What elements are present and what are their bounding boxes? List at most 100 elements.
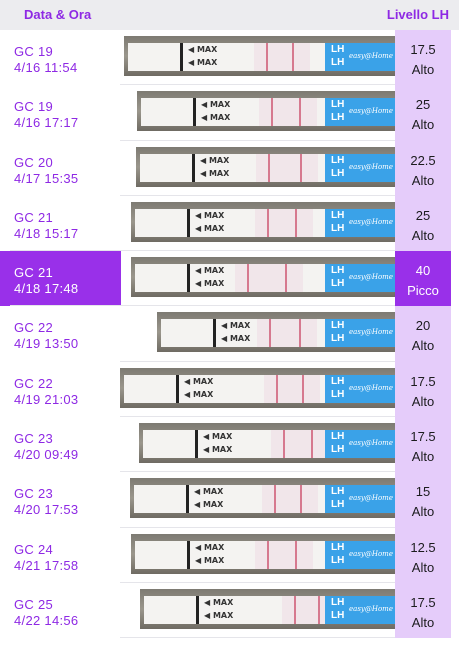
table-row[interactable]: GC 19 4/16 11:54 ◀ MAX ◀ MAX LH easy@Hom… [0, 30, 459, 86]
lh-level-cell[interactable]: 17.5 Alto [395, 361, 451, 418]
brand-logo: easy@Home [349, 494, 393, 503]
brand-logo: easy@Home [349, 217, 393, 226]
test-strip-photo[interactable]: ◀ MAX ◀ MAX LH easy@Home LH [131, 533, 395, 574]
control-line [295, 208, 297, 237]
control-line [292, 43, 294, 71]
lh-print: LH [331, 278, 345, 290]
row-divider [120, 416, 395, 418]
lh-value: 17.5 [410, 429, 436, 445]
lh-level-cell[interactable]: 22.5 Alto [395, 140, 451, 196]
date-cell[interactable]: GC 19 4/16 17:17 [0, 85, 121, 140]
date-cell[interactable]: GC 20 4/17 15:35 [0, 141, 121, 196]
table-row[interactable]: GC 19 4/16 17:17 ◀ MAX ◀ MAX LH easy@Hom… [0, 85, 459, 141]
max-arrow-label: ◀ MAX [195, 266, 225, 276]
brand-logo: easy@Home [349, 549, 393, 558]
table-row[interactable]: GC 25 4/22 14:56 ◀ MAX ◀ MAX LH easy@Hom… [0, 582, 459, 639]
lh-value: 22.5 [410, 152, 436, 168]
strip-handle-mark [192, 153, 195, 182]
test-strip-photo[interactable]: ◀ MAX ◀ MAX LH easy@Home LH [140, 588, 395, 629]
lh-print: LH [331, 209, 345, 221]
date-cell[interactable]: GC 24 4/21 17:58 [0, 528, 121, 583]
test-strip-photo[interactable]: ◀ MAX ◀ MAX LH easy@Home LH [124, 36, 395, 76]
date-cell[interactable]: GC 19 4/16 11:54 [0, 30, 121, 85]
datetime-label: 4/16 11:54 [14, 60, 78, 75]
cycle-day-label: GC 19 [14, 99, 54, 115]
test-line [269, 319, 271, 348]
test-strip-photo[interactable]: ◀ MAX ◀ MAX LH easy@Home LH [131, 201, 395, 242]
date-time-column-header[interactable]: Data & Ora [24, 7, 92, 22]
test-strip-photo[interactable]: ◀ MAX ◀ MAX LH easy@Home LH [130, 478, 395, 519]
datetime-label: 4/21 17:58 [14, 557, 79, 573]
lh-status: Alto [411, 338, 435, 354]
max-arrow-label: ◀ MAX [195, 210, 225, 220]
table-row[interactable]: GC 22 4/19 21:03 ◀ MAX ◀ MAX LH easy@Hom… [0, 361, 459, 418]
lh-level-cell[interactable]: 25 Alto [395, 85, 451, 141]
lh-print: LH [331, 154, 345, 166]
lh-level-cell[interactable]: 17.5 Alto [395, 582, 451, 639]
control-line [299, 98, 301, 127]
table-row[interactable]: GC 20 4/17 15:35 ◀ MAX ◀ MAX LH easy@Hom… [0, 140, 459, 196]
lh-level-cell[interactable]: 17.5 Alto [395, 417, 451, 473]
lh-value: 25 [415, 97, 431, 113]
strip-brand-label: LH easy@Home LH [325, 264, 395, 293]
strip-handle-mark [186, 485, 189, 514]
lh-level-cell[interactable]: 12.5 Alto [395, 527, 451, 583]
lh-status: Alto [411, 449, 435, 465]
result-window [262, 485, 318, 514]
strip-handle-mark [176, 374, 179, 403]
table-row[interactable]: GC 21 4/18 15:17 ◀ MAX ◀ MAX LH easy@Hom… [0, 195, 459, 252]
control-line [311, 430, 313, 459]
strip-handle-mark [213, 319, 216, 348]
lh-value: 12.5 [410, 539, 436, 555]
date-cell[interactable]: GC 21 4/18 15:17 [0, 196, 121, 251]
test-strip-photo[interactable]: ◀ MAX ◀ MAX LH easy@Home LH [139, 423, 395, 464]
lh-level-column-header[interactable]: Livello LH [386, 7, 449, 22]
datetime-label: 4/19 21:03 [14, 391, 79, 407]
date-cell[interactable]: GC 21 4/18 17:48 [0, 251, 121, 307]
table-row[interactable]: GC 23 4/20 09:49 ◀ MAX ◀ MAX LH easy@Hom… [0, 417, 459, 473]
test-strip: ◀ MAX ◀ MAX LH easy@Home LH [135, 208, 395, 237]
datetime-label: 4/20 17:53 [14, 502, 79, 518]
brand-logo: easy@Home [349, 52, 393, 60]
date-cell[interactable]: GC 23 4/20 17:53 [0, 472, 121, 527]
cycle-day-label: GC 23 [14, 431, 54, 447]
test-strip-photo[interactable]: ◀ MAX ◀ MAX LH easy@Home LH [131, 257, 395, 298]
lh-print: LH [331, 499, 345, 511]
date-cell[interactable]: GC 25 4/22 14:56 [0, 583, 121, 638]
datetime-label: 4/19 13:50 [14, 336, 79, 352]
result-window [235, 264, 303, 293]
table-row[interactable]: GC 23 4/20 17:53 ◀ MAX ◀ MAX LH easy@Hom… [0, 472, 459, 528]
control-line [300, 153, 302, 182]
row-divider [120, 471, 395, 473]
control-line [299, 319, 301, 348]
result-window [257, 319, 317, 348]
lh-level-cell[interactable]: 15 Alto [395, 472, 451, 528]
test-strip-photo[interactable]: ◀ MAX ◀ MAX LH easy@Home LH [136, 146, 395, 187]
test-results-list[interactable]: GC 19 4/16 11:54 ◀ MAX ◀ MAX LH easy@Hom… [0, 30, 459, 639]
strip-brand-label: LH easy@Home LH [325, 208, 395, 237]
test-strip-photo[interactable]: ◀ MAX ◀ MAX LH easy@Home LH [137, 91, 395, 132]
lh-print: LH [331, 167, 345, 179]
max-arrow-label: ◀ MAX [188, 45, 218, 54]
row-divider [10, 250, 395, 252]
lh-print: LH [331, 57, 345, 68]
date-cell[interactable]: GC 22 4/19 13:50 [0, 306, 121, 361]
lh-level-cell[interactable]: 25 Alto [395, 195, 451, 252]
date-cell[interactable]: GC 23 4/20 09:49 [0, 417, 121, 472]
strip-brand-label: LH easy@Home LH [325, 98, 395, 127]
strip-brand-label: LH easy@Home LH [325, 319, 395, 348]
test-strip-photo[interactable]: ◀ MAX ◀ MAX LH easy@Home LH [157, 312, 395, 353]
test-strip: ◀ MAX ◀ MAX LH easy@Home LH [143, 430, 395, 459]
lh-level-cell[interactable]: 17.5 Alto [395, 30, 451, 86]
table-row[interactable]: GC 22 4/19 13:50 ◀ MAX ◀ MAX LH easy@Hom… [0, 306, 459, 362]
cycle-day-label: GC 21 [14, 209, 54, 225]
lh-level-cell[interactable]: 20 Alto [395, 306, 451, 362]
table-row[interactable]: GC 24 4/21 17:58 ◀ MAX ◀ MAX LH easy@Hom… [0, 527, 459, 583]
datetime-label: 4/17 15:35 [14, 170, 79, 186]
table-row[interactable]: GC 21 4/18 17:48 ◀ MAX ◀ MAX LH easy@Hom… [0, 251, 459, 307]
date-cell[interactable]: GC 22 4/19 21:03 [0, 362, 121, 417]
max-arrow-label: ◀ MAX [204, 597, 234, 607]
test-strip-photo[interactable]: ◀ MAX ◀ MAX LH easy@Home LH [120, 367, 395, 408]
lh-level-cell[interactable]: 40 Picco [395, 251, 451, 307]
brand-logo: easy@Home [349, 107, 393, 116]
